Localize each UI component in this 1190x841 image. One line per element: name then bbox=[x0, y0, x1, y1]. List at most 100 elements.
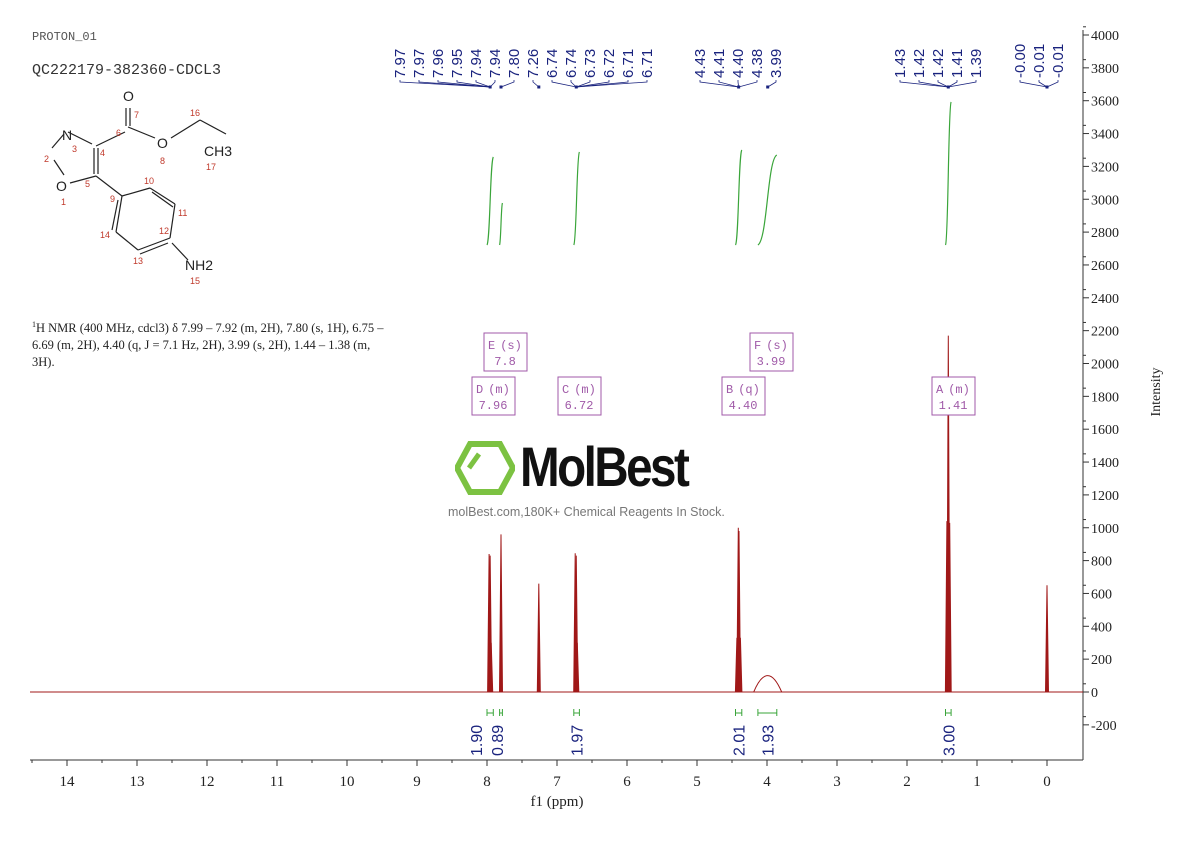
x-tick-label: 0 bbox=[1043, 774, 1051, 790]
peak-label: 7.94 bbox=[487, 49, 504, 78]
peak-label: 7.97 bbox=[392, 49, 409, 78]
peak-label: 4.43 bbox=[692, 49, 709, 78]
svg-text:10: 10 bbox=[144, 176, 154, 186]
peak-label-connector bbox=[418, 80, 491, 88]
peak-label-connector bbox=[489, 80, 496, 88]
svg-text:15: 15 bbox=[190, 276, 200, 286]
peak-marker bbox=[537, 85, 541, 89]
integral-range-marker bbox=[757, 709, 778, 716]
x-tick-label: 8 bbox=[483, 774, 491, 790]
spectrum-peak bbox=[947, 522, 952, 693]
atom-o: O bbox=[157, 135, 168, 151]
sample-id: QC222179-382360-CDCL3 bbox=[32, 62, 222, 79]
peak-label-connector bbox=[1038, 80, 1048, 88]
peak-label: 6.74 bbox=[563, 49, 580, 78]
y-tick-label: 2400 bbox=[1091, 292, 1119, 307]
y-tick-label: 0 bbox=[1091, 686, 1098, 701]
structure-drawing: O N O O CH3 NH2 1 2 3 4 5 6 7 8 9 10 11 … bbox=[44, 88, 232, 286]
integral-value: 1.93 bbox=[760, 725, 777, 756]
peak-label-connector bbox=[532, 80, 540, 88]
integral-value: 1.97 bbox=[570, 725, 587, 756]
multiplet-label: E (s) bbox=[488, 339, 522, 353]
svg-text:5: 5 bbox=[85, 179, 90, 189]
multiplet-box bbox=[931, 376, 976, 416]
multiplet-shift: 6.72 bbox=[565, 399, 594, 413]
spectrum-peak bbox=[753, 675, 783, 693]
atom-nh2: NH2 bbox=[185, 257, 213, 273]
peak-label: 7.96 bbox=[430, 49, 447, 78]
svg-text:6: 6 bbox=[116, 128, 121, 138]
watermark-logo: MolBest bbox=[520, 435, 690, 498]
x-tick-label: 10 bbox=[340, 774, 355, 790]
svg-text:9: 9 bbox=[110, 194, 115, 204]
multiplet-shift: 7.96 bbox=[479, 399, 508, 413]
y-tick-label: 3400 bbox=[1091, 128, 1119, 143]
y-tick-label: 800 bbox=[1091, 555, 1112, 570]
x-tick-label: 1 bbox=[973, 774, 981, 790]
x-tick-label: 5 bbox=[693, 774, 701, 790]
multiplet-label: A (m) bbox=[936, 383, 970, 397]
peak-label-connector bbox=[570, 80, 577, 88]
peak-label: 7.80 bbox=[506, 49, 523, 78]
peak-label: 6.73 bbox=[582, 49, 599, 78]
peak-marker bbox=[946, 85, 950, 89]
peak-label-connector bbox=[1046, 80, 1059, 88]
y-tick-label: 2200 bbox=[1091, 325, 1119, 340]
peak-label: 6.71 bbox=[639, 49, 656, 78]
multiplet-box bbox=[721, 376, 766, 416]
integral-curve bbox=[486, 156, 494, 246]
peak-label-connector bbox=[551, 80, 577, 88]
y-tick-label: 1600 bbox=[1091, 423, 1119, 438]
peak-label: 6.74 bbox=[544, 49, 561, 78]
peak-label-connector bbox=[576, 80, 648, 88]
multiplet-box bbox=[471, 376, 516, 416]
y-tick-label: 200 bbox=[1091, 653, 1112, 668]
peak-label-connector bbox=[718, 80, 739, 88]
integral-value: 2.01 bbox=[732, 725, 749, 756]
atom-o: O bbox=[56, 178, 67, 194]
peak-label-connector bbox=[399, 80, 491, 88]
molbest-logo-icon bbox=[455, 441, 515, 495]
x-tick-label: 13 bbox=[130, 774, 145, 790]
svg-text:12: 12 bbox=[159, 226, 169, 236]
peak-label: 4.38 bbox=[749, 49, 766, 78]
nmr-description: 1H NMR (400 MHz, cdcl3) δ 7.99 – 7.92 (m… bbox=[32, 320, 384, 370]
y-tick-label: 3000 bbox=[1091, 193, 1119, 208]
peak-label-connector bbox=[737, 80, 740, 88]
x-tick-label: 12 bbox=[200, 774, 215, 790]
y-tick-label: 2000 bbox=[1091, 358, 1119, 373]
integral-range-marker bbox=[573, 709, 580, 716]
peak-label: 6.71 bbox=[620, 49, 637, 78]
peak-marker bbox=[737, 85, 741, 89]
atom-o: O bbox=[123, 88, 134, 104]
spectrum-peak bbox=[738, 637, 743, 693]
peak-label: 1.42 bbox=[930, 49, 947, 78]
peak-label-connector bbox=[1019, 80, 1048, 88]
atom-n: N bbox=[62, 127, 72, 143]
integral-curve bbox=[757, 154, 778, 246]
x-tick-label: 14 bbox=[60, 774, 76, 790]
spectrum-peak bbox=[536, 583, 541, 693]
atom-ch3: CH3 bbox=[204, 143, 232, 159]
integral-range-marker bbox=[735, 709, 743, 716]
integral-value: 0.89 bbox=[490, 725, 507, 756]
peak-label: 4.41 bbox=[711, 49, 728, 78]
watermark-text: molBest.com,180K+ Chemical Reagents In S… bbox=[448, 505, 725, 519]
peak-label-connector bbox=[767, 80, 777, 88]
multiplet-box bbox=[557, 376, 602, 416]
svg-text:1: 1 bbox=[61, 197, 66, 207]
integral-range-marker bbox=[499, 709, 503, 716]
y-tick-label: 1200 bbox=[1091, 489, 1119, 504]
integral-range-marker bbox=[945, 709, 952, 716]
y-tick-label: 3800 bbox=[1091, 62, 1119, 77]
peak-label-connector bbox=[899, 80, 949, 88]
peak-label: 4.40 bbox=[730, 49, 747, 78]
integral-range-marker bbox=[486, 709, 494, 716]
y-tick-label: -200 bbox=[1091, 719, 1117, 734]
peak-label-connector bbox=[576, 80, 591, 88]
peak-label: 7.97 bbox=[411, 49, 428, 78]
experiment-name: PROTON_01 bbox=[32, 30, 97, 44]
peak-label-connector bbox=[937, 80, 949, 88]
atom-numbers: 1 2 3 4 5 6 7 8 9 10 11 12 13 14 15 16 1… bbox=[44, 108, 216, 286]
